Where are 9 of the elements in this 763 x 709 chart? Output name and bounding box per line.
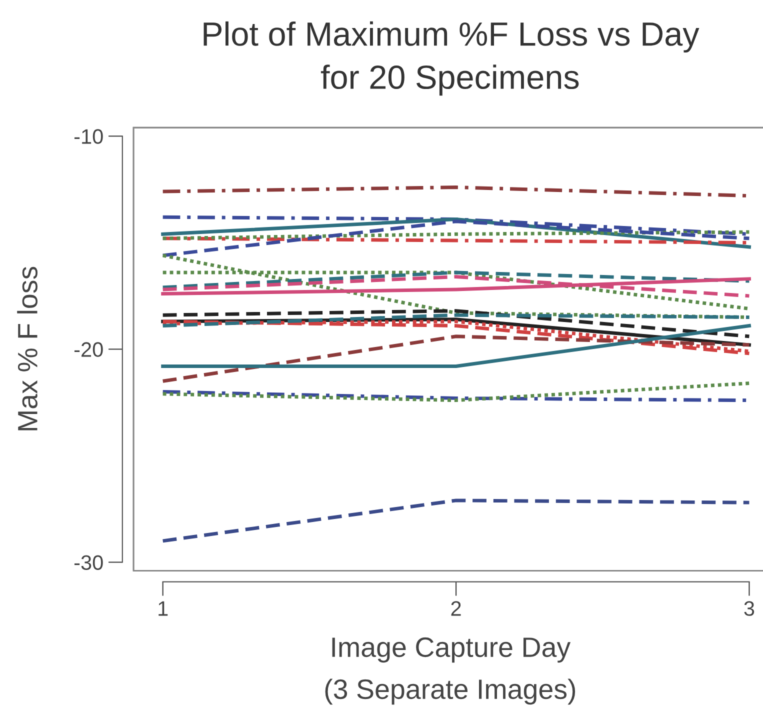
chart-title: Plot of Maximum %F Loss vs Day for 20 Specimens [204, 21, 700, 96]
y-tick-label: -30 [74, 555, 103, 570]
x-tick-label: 1 [158, 601, 168, 616]
y-tick-label: -10 [74, 129, 103, 144]
y-tick-label: -20 [74, 342, 103, 357]
y-axis-title: Max % F loss [17, 266, 38, 430]
x-tick-label: 2 [451, 601, 461, 616]
x-axis-title: Image Capture Day (3 Separate Images) [325, 637, 576, 705]
x-tick-label: 3 [744, 601, 754, 616]
